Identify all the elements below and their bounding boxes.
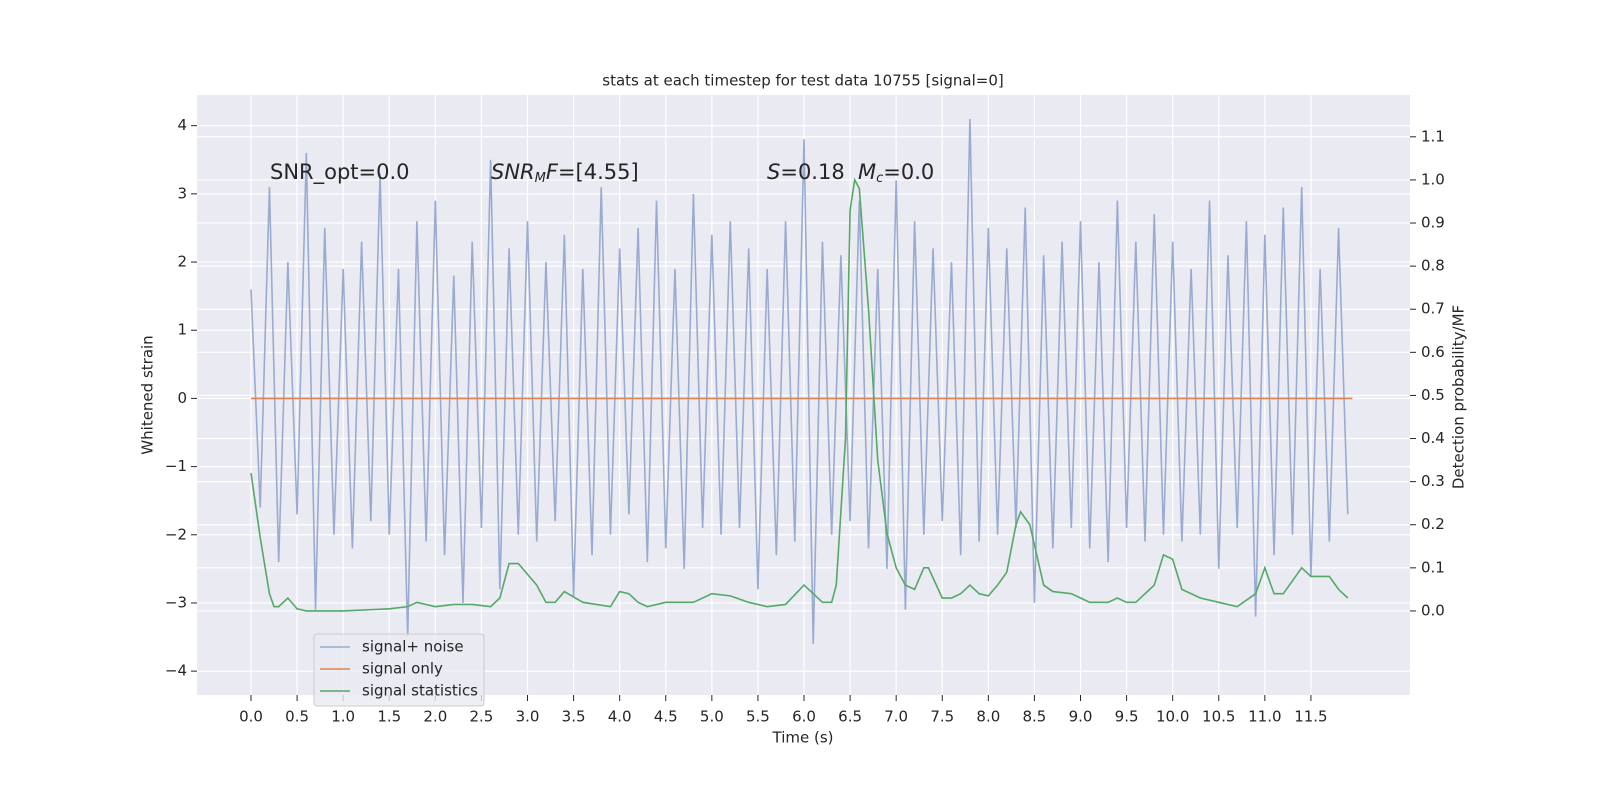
x-axis-label: Time (s) — [772, 729, 834, 747]
annotation-text: =[4.55] — [558, 160, 639, 184]
annotation: Mc=0.0 — [858, 160, 934, 186]
annotation-text: M — [535, 171, 546, 186]
x-tick-label: 8.5 — [1022, 708, 1046, 726]
x-tick-label: 7.5 — [930, 708, 954, 726]
y2-tick-label: 0.2 — [1421, 515, 1445, 533]
annotation-text: =0.18 — [780, 160, 844, 184]
x-tick-label: 6.0 — [792, 708, 816, 726]
annotation-text: SNR — [491, 160, 535, 184]
y2-tick-label: 0.6 — [1421, 343, 1445, 361]
annotation: SNRMF=[4.55] — [491, 160, 639, 186]
annotation-text: c — [876, 171, 883, 186]
x-tick-label: 4.0 — [608, 708, 632, 726]
x-tick-label: 3.5 — [562, 708, 586, 726]
x-tick-label: 11.0 — [1248, 708, 1281, 726]
y-tick-label: 3 — [177, 184, 187, 202]
y2-tick-label: 0.5 — [1421, 386, 1445, 404]
annotation-text: SNR_opt=0.0 — [270, 160, 410, 185]
annotation-text: F — [546, 160, 559, 184]
x-tick-label: 4.5 — [654, 708, 678, 726]
x-tick-label: 2.0 — [423, 708, 447, 726]
y2-tick-label: 0.4 — [1421, 429, 1445, 447]
x-tick-label: 9.0 — [1069, 708, 1093, 726]
x-tick-label: 3.0 — [516, 708, 540, 726]
annotation: SNR_opt=0.0 — [270, 160, 410, 185]
y-tick-label: −3 — [165, 593, 187, 611]
x-tick-label: 0.0 — [239, 708, 263, 726]
x-tick-label: 1.5 — [377, 708, 401, 726]
x-tick-label: 2.5 — [469, 708, 493, 726]
y-tick-label: −4 — [165, 662, 187, 680]
y2-tick-label: 0.9 — [1421, 214, 1445, 232]
y2-tick-label: 0.0 — [1421, 601, 1445, 619]
x-tick-label: 5.5 — [746, 708, 770, 726]
x-tick-label: 1.0 — [331, 708, 355, 726]
x-tick-label: 8.0 — [976, 708, 1000, 726]
legend-label: signal+ noise — [362, 638, 464, 656]
y-tick-label: 4 — [177, 116, 187, 134]
x-tick-label: 0.5 — [285, 708, 309, 726]
y2-tick-label: 0.1 — [1421, 558, 1445, 576]
y2-tick-label: 1.1 — [1421, 127, 1445, 145]
legend-box — [313, 633, 485, 707]
series-line — [250, 118, 1349, 644]
y2-tick-label: 0.7 — [1421, 300, 1445, 318]
legend-label: signal statistics — [362, 682, 478, 700]
annotation-text: =0.0 — [883, 160, 934, 184]
series-line — [250, 177, 1349, 612]
annotation: S=0.18 — [767, 160, 845, 184]
annotation-text: S — [767, 160, 780, 184]
legend: signal+ noise signal only signal statistic… — [313, 633, 485, 707]
x-tick-label: 5.0 — [700, 708, 724, 726]
y2-axis-label: Detection probability/MF — [1450, 305, 1468, 489]
annotation-text: M — [858, 160, 876, 184]
x-tick-label: 6.5 — [838, 708, 862, 726]
x-tick-label: 9.5 — [1115, 708, 1139, 726]
y-axis-label: Whitened strain — [139, 335, 157, 454]
x-tick-label: 7.0 — [884, 708, 908, 726]
chart-title: stats at each timestep for test data 107… — [602, 72, 1003, 90]
y-tick-label: −2 — [165, 525, 187, 543]
y-tick-label: 1 — [177, 321, 187, 339]
x-tick-label: 10.0 — [1156, 708, 1189, 726]
y-tick-label: 2 — [177, 253, 187, 271]
y2-tick-label: 1.0 — [1421, 170, 1445, 188]
x-tick-label: 10.5 — [1202, 708, 1235, 726]
y2-tick-label: 0.8 — [1421, 257, 1445, 275]
y-tick-label: 0 — [177, 389, 187, 407]
axes: 0.0 0.5 1.0 1.5 2.0 2.5 3.0 3.5 4.0 4.5 5.0 5.5 6.0 6… — [165, 116, 1445, 725]
x-tick-label: 11.5 — [1294, 708, 1327, 726]
y2-tick-label: 0.3 — [1421, 472, 1445, 490]
marks — [250, 118, 1353, 644]
legend-label: signal only — [362, 660, 443, 678]
y-tick-label: −1 — [165, 457, 187, 475]
